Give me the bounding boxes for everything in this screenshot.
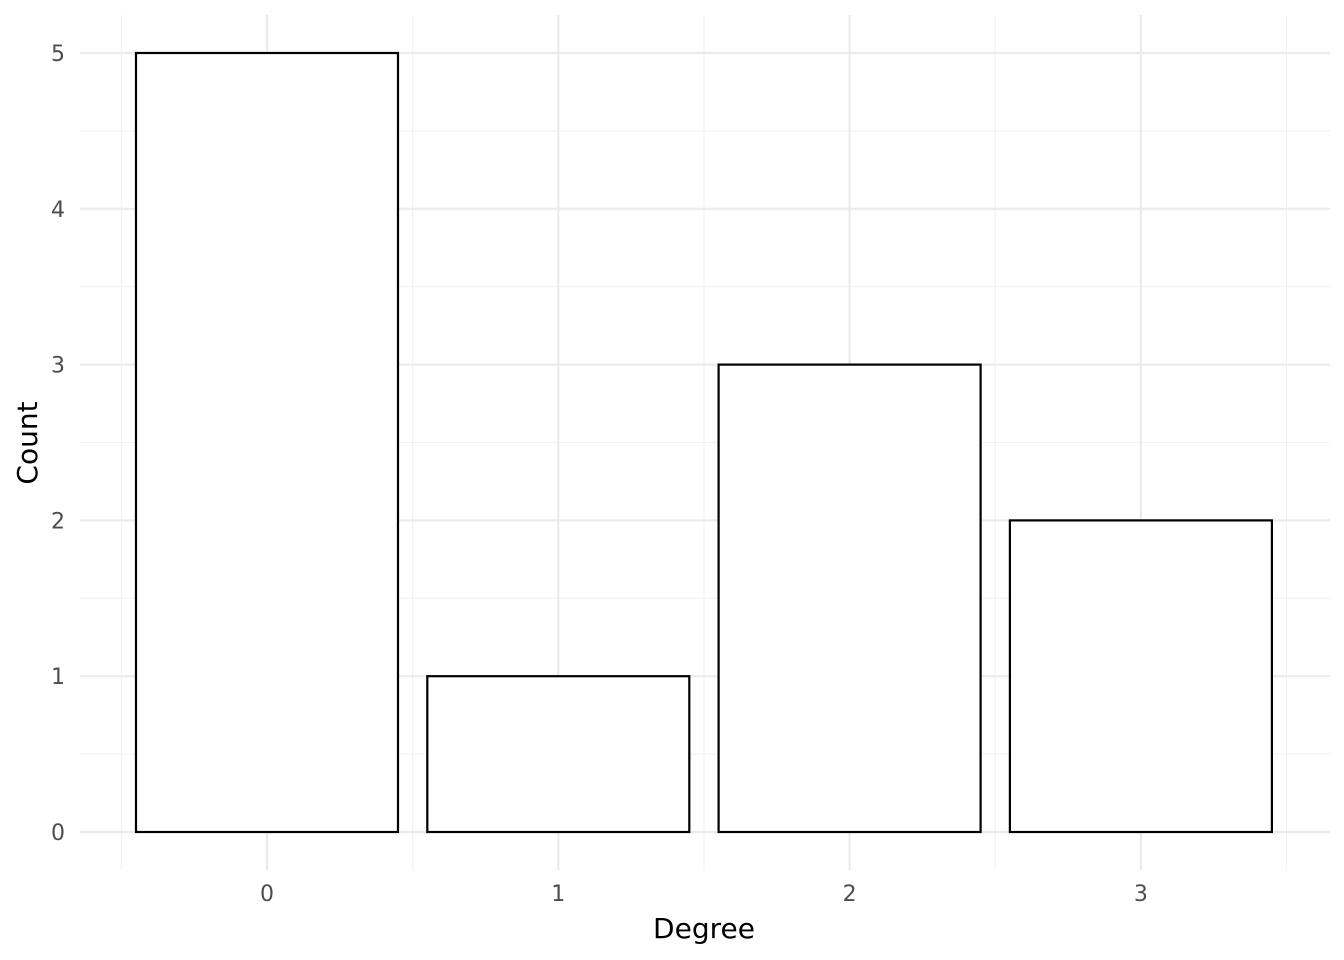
y-tick-label: 1 bbox=[51, 665, 65, 690]
x-axis-title: Degree bbox=[653, 912, 755, 945]
bar-1 bbox=[426, 675, 691, 834]
bars bbox=[134, 51, 1274, 834]
y-tick-label: 5 bbox=[51, 42, 65, 67]
bar-2 bbox=[717, 363, 982, 834]
y-tick-label: 2 bbox=[51, 509, 65, 534]
y-tick-label: 3 bbox=[51, 354, 65, 379]
y-tick-label: 4 bbox=[51, 198, 65, 223]
bar-3 bbox=[1008, 519, 1274, 834]
x-tick-label: 0 bbox=[260, 882, 274, 907]
x-axis-tick-labels: 0 1 2 3 bbox=[260, 882, 1148, 907]
y-tick-label: 0 bbox=[51, 821, 65, 846]
y-axis-tick-labels: 0 1 2 3 4 5 bbox=[51, 42, 65, 846]
bar-0 bbox=[134, 51, 400, 834]
y-axis-title: Count bbox=[11, 401, 44, 484]
x-tick-label: 3 bbox=[1134, 882, 1148, 907]
x-tick-label: 2 bbox=[843, 882, 857, 907]
x-tick-label: 1 bbox=[551, 882, 565, 907]
